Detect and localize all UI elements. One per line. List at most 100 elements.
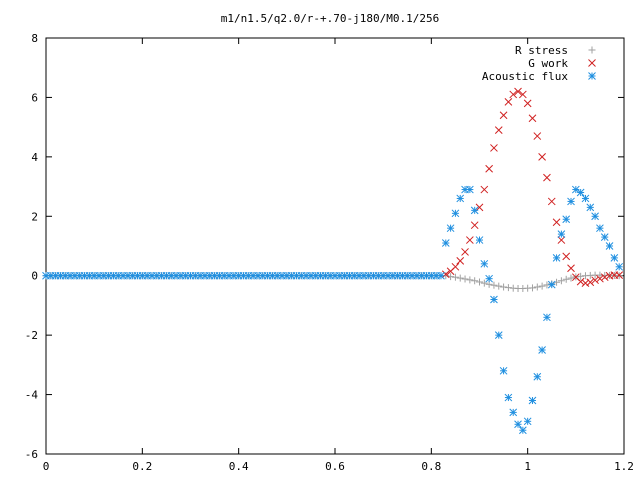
legend-label: G work	[528, 57, 568, 70]
acoustic-flux-point	[615, 262, 624, 271]
acoustic-flux-point	[543, 313, 551, 322]
g-work-point	[456, 257, 465, 265]
g-work-point	[600, 273, 609, 282]
acoustic-flux-point	[494, 331, 503, 339]
g-work-point	[615, 271, 624, 279]
r-stress-point	[466, 276, 474, 284]
g-work-point	[470, 221, 479, 230]
acoustic-flux-point	[514, 420, 522, 429]
r-stress-point	[528, 284, 536, 292]
x-tick-label: 1	[524, 460, 531, 473]
acoustic-flux-point	[557, 230, 566, 238]
acoustic-flux-point	[562, 215, 571, 224]
acoustic-flux-point	[466, 185, 474, 194]
acoustic-flux-point	[441, 239, 450, 247]
r-stress-point	[562, 275, 570, 283]
acoustic-flux-point	[480, 259, 489, 268]
y-tick-label: 6	[31, 91, 38, 104]
g-work-point	[514, 87, 522, 96]
acoustic-flux-point	[437, 271, 445, 280]
legend-label: Acoustic flux	[482, 70, 568, 83]
g-work-point	[567, 264, 575, 273]
g-work-point	[557, 236, 566, 244]
r-stress-point	[577, 272, 585, 280]
y-axis-ticks: -6 -4 -2 0 2 4 6 8	[25, 32, 624, 461]
acoustic-flux-point	[504, 393, 513, 402]
g-work-point	[533, 132, 542, 140]
g-work-point	[543, 173, 551, 182]
g-work-point	[586, 278, 595, 287]
y-tick-label: -4	[25, 389, 39, 402]
g-work-point	[591, 276, 599, 285]
acoustic-flux-point	[470, 206, 479, 215]
axes	[45, 37, 625, 455]
acoustic-flux-point	[518, 426, 527, 435]
r-stress-point	[456, 274, 464, 282]
acoustic-flux-point	[581, 194, 590, 203]
chart-title: m1/n1.5/q2.0/r-+.70-j180/M0.1/256	[221, 12, 440, 25]
g-work-point	[538, 153, 546, 161]
legend-label: R stress	[515, 44, 568, 57]
g-work-point	[475, 203, 484, 212]
acoustic-flux-point	[523, 417, 532, 426]
g-work-point	[581, 279, 590, 287]
r-stress-point	[471, 277, 479, 285]
legend-marker	[588, 46, 596, 54]
g-work-point	[461, 248, 469, 256]
x-tick-label: 1.2	[614, 460, 634, 473]
g-work-point	[466, 236, 474, 244]
y-tick-label: 2	[31, 210, 38, 223]
g-work-point	[547, 197, 556, 206]
r-stress-point	[480, 279, 488, 287]
g-work-point	[499, 111, 508, 120]
g-work-point	[528, 114, 537, 123]
r-stress-point	[500, 283, 508, 291]
acoustic-flux-point	[533, 372, 542, 381]
g-work-point	[504, 98, 513, 106]
acoustic-flux-point	[528, 396, 537, 405]
g-work-point	[562, 252, 571, 261]
acoustic-flux-point	[456, 194, 465, 203]
r-stress-point	[461, 275, 469, 283]
y-tick-label: -2	[25, 329, 38, 342]
series-2	[42, 185, 624, 435]
g-work-point	[552, 218, 561, 227]
acoustic-flux-point	[600, 233, 609, 241]
x-tick-label: 0.6	[325, 460, 345, 473]
g-work-point	[523, 99, 532, 108]
legend-marker	[588, 59, 596, 67]
acoustic-flux-point	[596, 224, 604, 233]
x-tick-label: 0.2	[132, 460, 152, 473]
r-stress-point	[567, 274, 575, 282]
g-work-point	[490, 144, 498, 152]
g-work-point	[441, 270, 450, 279]
g-work-point	[518, 90, 527, 99]
acoustic-flux-point	[576, 188, 585, 197]
y-tick-label: -6	[25, 448, 38, 461]
g-work-point	[509, 90, 518, 99]
y-tick-label: 4	[31, 151, 38, 164]
r-stress-point	[451, 273, 459, 281]
r-stress-point	[533, 283, 541, 291]
r-stress-point	[476, 278, 483, 286]
acoustic-flux-point	[538, 346, 546, 354]
g-work-point	[480, 185, 489, 194]
r-stress-point	[495, 282, 503, 290]
acoustic-flux-point	[490, 295, 498, 304]
acoustic-flux-point	[567, 197, 575, 206]
acoustic-flux-point	[552, 254, 561, 262]
acoustic-flux-point	[451, 209, 460, 218]
r-stress-point	[504, 284, 512, 292]
acoustic-flux-point	[403, 271, 412, 280]
plot-frame	[45, 37, 625, 455]
x-tick-label: 0.4	[229, 460, 249, 473]
acoustic-flux-point	[605, 242, 614, 250]
r-stress-point	[538, 282, 546, 290]
plot-area	[42, 87, 624, 435]
r-stress-point	[490, 281, 498, 289]
acoustic-flux-point	[485, 274, 493, 283]
acoustic-flux-point	[591, 212, 599, 221]
